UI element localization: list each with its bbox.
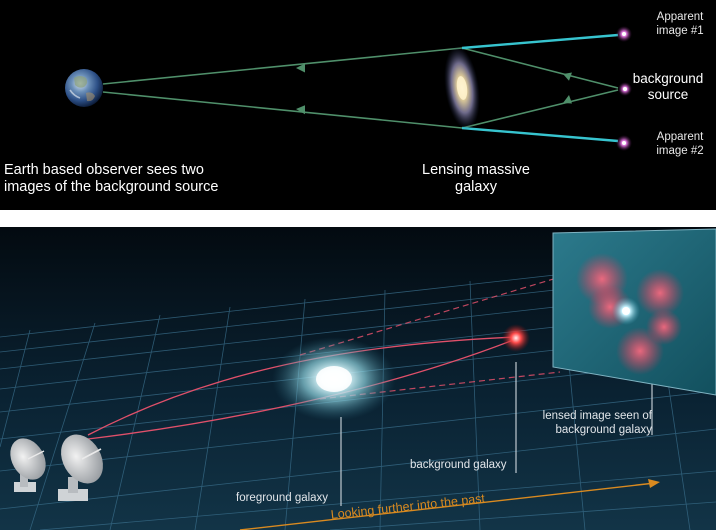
apparent-image-1-icon bbox=[616, 26, 632, 42]
background-galaxy-caption: background galaxy bbox=[410, 459, 507, 471]
bottom-lensing-illustration: foreground galaxy background galaxy lens… bbox=[0, 227, 716, 530]
lensed-image-caption: lensed image seen of background galaxy bbox=[542, 410, 652, 436]
apparent-image-1-caption: Apparent image #1 bbox=[656, 11, 704, 37]
earth-icon bbox=[65, 69, 103, 107]
lensed-image-inset bbox=[552, 228, 716, 396]
time-arrow bbox=[239, 479, 660, 530]
observer-caption: Earth based observer sees two images of … bbox=[4, 162, 219, 196]
light-paths bbox=[102, 47, 619, 129]
radio-telescope-icon bbox=[10, 438, 46, 492]
bottom-illustration-drawing bbox=[0, 227, 716, 530]
top-diagram-drawing bbox=[65, 26, 632, 151]
apparent-image-2-icon bbox=[616, 135, 632, 151]
lensing-galaxy-caption: Lensing massive galaxy bbox=[422, 162, 530, 196]
foreground-galaxy-icon bbox=[272, 337, 396, 421]
apparent-image-2-caption: Apparent image #2 bbox=[656, 131, 704, 157]
top-lensing-diagram: Earth based observer sees two images of … bbox=[0, 0, 716, 210]
apparent-image-paths bbox=[461, 33, 619, 143]
background-source-caption: background source bbox=[632, 71, 704, 102]
radio-telescope-icon bbox=[58, 434, 103, 501]
lensing-galaxy-icon bbox=[444, 46, 480, 130]
background-galaxy-icon bbox=[502, 324, 530, 352]
background-source-icon bbox=[618, 82, 632, 96]
light-path-arrows bbox=[296, 63, 572, 115]
foreground-galaxy-caption: foreground galaxy bbox=[236, 492, 329, 504]
